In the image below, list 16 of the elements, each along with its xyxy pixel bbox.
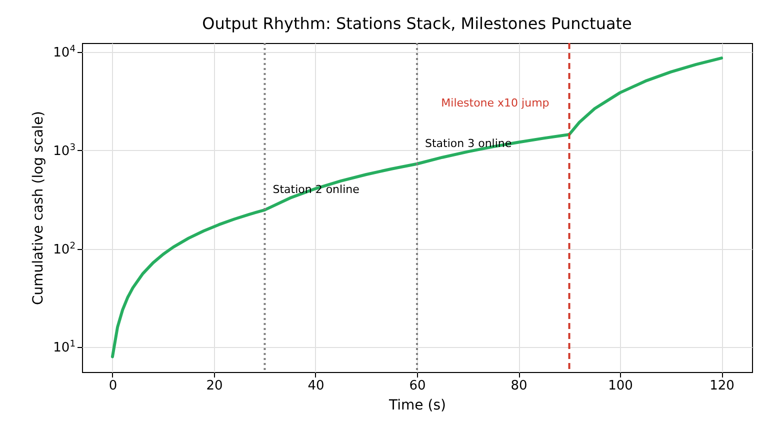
- x-tick-label: 100: [608, 378, 633, 394]
- x-tick-label: 40: [308, 378, 324, 394]
- y-tick-label: 10$^{1}$: [53, 340, 76, 356]
- x-tick-label: 60: [409, 378, 426, 394]
- y-tick-label: 10$^{3}$: [53, 142, 76, 159]
- x-tick-label: 80: [510, 378, 528, 394]
- y-tick-label: 10$^{2}$: [53, 241, 76, 258]
- chart-title: Output Rhythm: Stations Stack, Milestones Punctuate: [202, 14, 632, 33]
- ref-line-label: Milestone x10 jump: [441, 96, 550, 110]
- x-axis-title: Time (s): [388, 398, 446, 414]
- x-tick-label: 120: [710, 378, 734, 394]
- y-tick-label: 10$^{4}$: [53, 44, 76, 60]
- y-axis-title: Cumulative cash (log scale): [30, 110, 47, 306]
- line-series: [110, 56, 724, 358]
- x-tick-label: 0: [108, 378, 118, 394]
- x-tick-label: 20: [206, 378, 223, 394]
